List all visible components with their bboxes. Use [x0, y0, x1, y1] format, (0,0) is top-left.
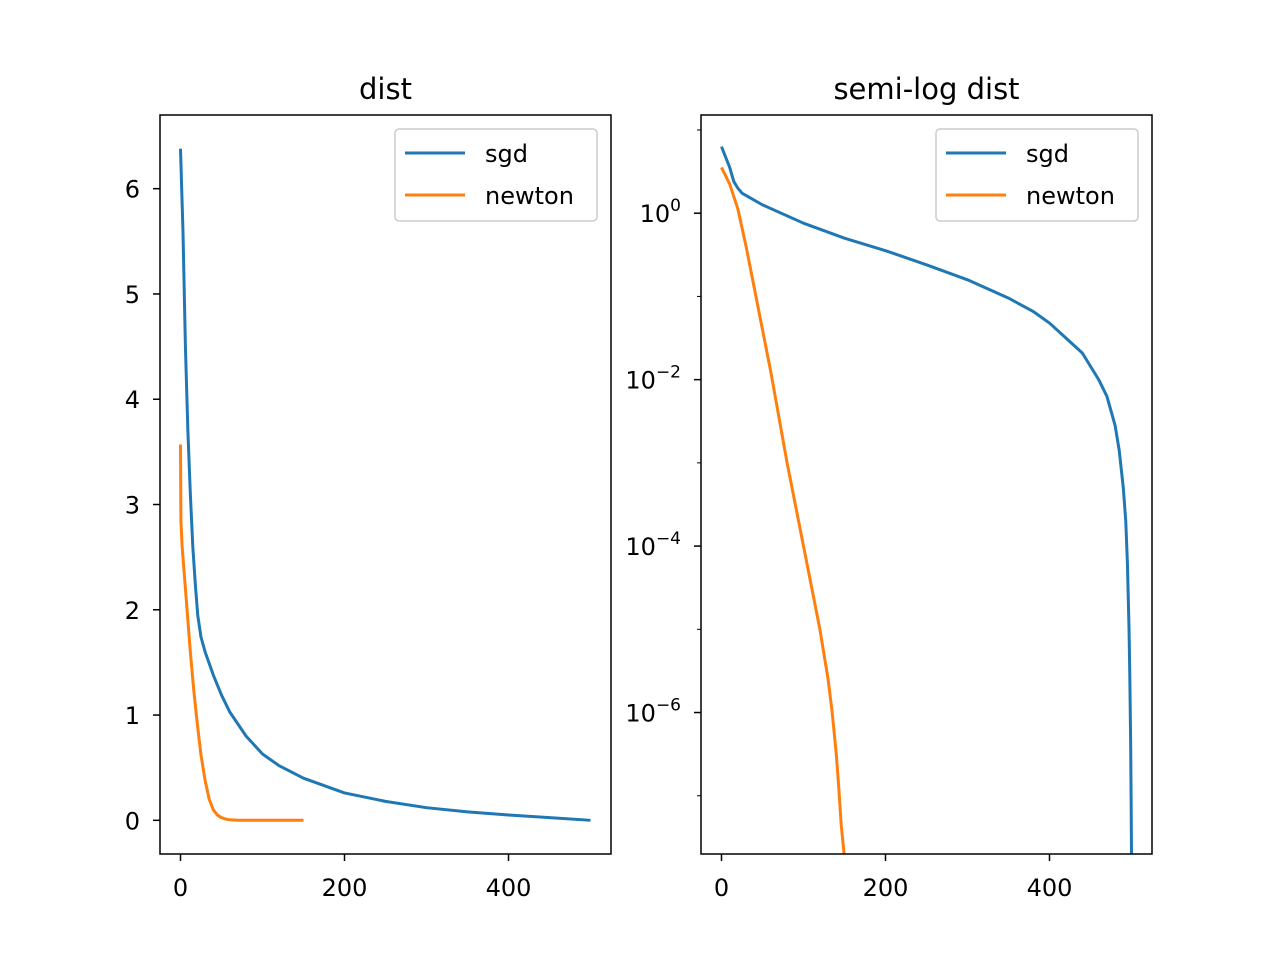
legend-label-sgd: sgd — [485, 140, 528, 168]
y-tick-label: 0 — [125, 807, 140, 835]
y-tick-label: 1 — [125, 702, 140, 730]
y-tick-label: 10−4 — [625, 529, 681, 561]
y-tick-label: 3 — [125, 492, 140, 520]
series-line-sgd — [179, 148, 591, 822]
y-tick-base: 10 — [625, 367, 656, 395]
y-tick-label: 4 — [125, 386, 140, 414]
dist-subplot: dist 0 200 400 0 1 2 3 4 5 6 sgd newton — [125, 72, 612, 902]
y-tick-label: 5 — [125, 281, 140, 309]
y-tick-label: 6 — [125, 176, 140, 204]
legend-label-newton: newton — [485, 182, 574, 210]
x-tick-label: 0 — [714, 874, 729, 902]
y-tick-exponent: 0 — [670, 196, 681, 216]
x-tick-label: 200 — [322, 874, 368, 902]
y-tick-label: 2 — [125, 597, 140, 625]
series-line-newton — [179, 444, 304, 822]
y-tick-label: 10−6 — [625, 696, 681, 728]
y-tick-base: 10 — [625, 533, 656, 561]
y-tick-exponent: −2 — [656, 363, 681, 383]
chart-title: semi-log dist — [833, 72, 1019, 106]
y-tick-exponent: −6 — [656, 696, 681, 716]
x-tick-label: 0 — [173, 874, 188, 902]
series-line-newton — [720, 166, 846, 854]
x-tick-label: 400 — [486, 874, 532, 902]
x-tick-label: 200 — [863, 874, 909, 902]
legend: sgd newton — [394, 128, 598, 222]
x-tick-label: 400 — [1027, 874, 1073, 902]
chart-title: dist — [359, 72, 412, 106]
legend-label-sgd: sgd — [1026, 140, 1069, 168]
legend-label-newton: newton — [1026, 182, 1115, 210]
y-tick-label: 10−2 — [625, 363, 681, 395]
y-tick-exponent: −4 — [656, 529, 681, 549]
y-tick-base: 10 — [625, 700, 656, 728]
y-tick-label: 100 — [640, 196, 681, 228]
axes-frame — [700, 114, 1153, 855]
legend: sgd newton — [935, 128, 1139, 222]
y-tick-base: 10 — [640, 200, 671, 228]
axes-frame — [159, 114, 612, 855]
series-line-sgd — [720, 146, 1133, 854]
